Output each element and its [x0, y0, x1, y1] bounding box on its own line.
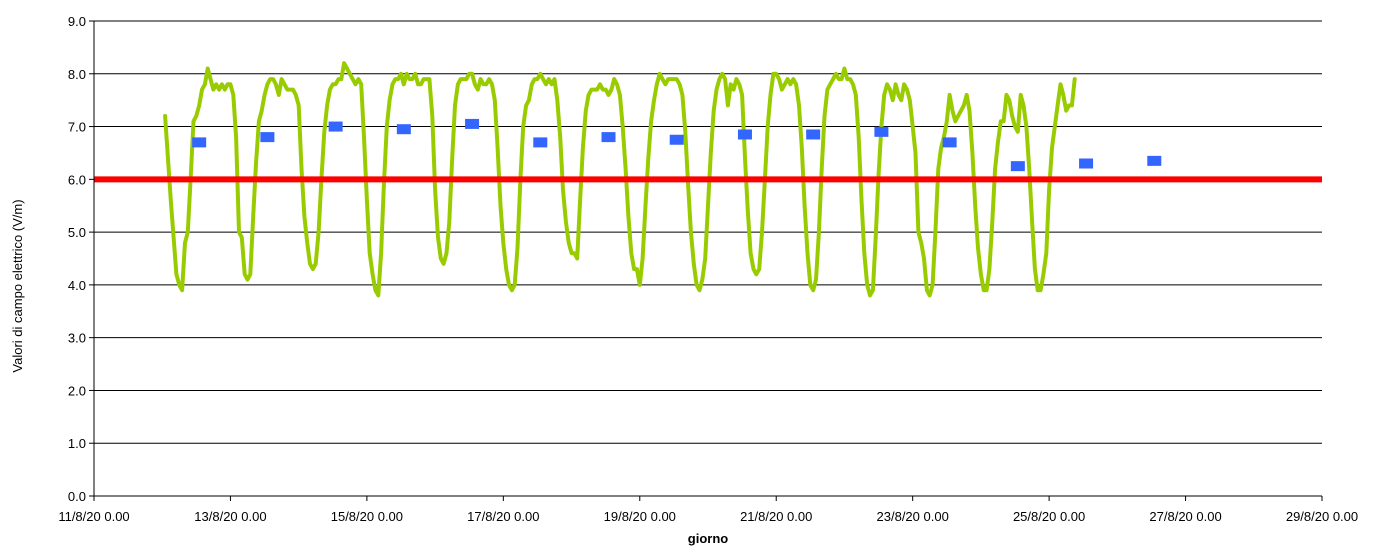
x-tick-label: 17/8/20 0.00 — [467, 509, 539, 524]
x-axis-title: giorno — [688, 531, 728, 546]
data-point-marker — [942, 137, 957, 148]
data-point-marker — [601, 132, 616, 143]
y-tick-label: 5.0 — [68, 225, 86, 240]
y-tick-label: 3.0 — [68, 331, 86, 346]
data-point-marker — [874, 126, 889, 137]
data-point-marker — [533, 137, 548, 148]
x-tick-label: 11/8/20 0.00 — [58, 509, 129, 524]
x-tick-label: 15/8/20 0.00 — [331, 509, 403, 524]
y-tick-label: 7.0 — [68, 120, 86, 135]
x-tick-label: 13/8/20 0.00 — [194, 509, 266, 524]
series-layer — [94, 61, 1322, 298]
x-tick-label: 27/8/20 0.00 — [1149, 509, 1221, 524]
data-point-marker — [465, 118, 480, 129]
y-tick-label: 9.0 — [68, 14, 86, 29]
x-tick-label: 19/8/20 0.00 — [604, 509, 676, 524]
data-point-marker — [328, 121, 343, 132]
data-point-marker — [669, 134, 684, 145]
y-tick-label: 6.0 — [68, 172, 86, 187]
data-point-marker — [1010, 161, 1025, 172]
data-point-marker — [737, 129, 752, 140]
x-tick-label: 21/8/20 0.00 — [740, 509, 812, 524]
data-point-marker — [1079, 158, 1094, 169]
y-tick-label: 1.0 — [68, 436, 86, 451]
x-axis-ticks: 11/8/20 0.00 13/8/20 0.00 15/8/20 0.00 17/8… — [58, 496, 1358, 524]
y-tick-label: 2.0 — [68, 383, 86, 398]
y-tick-label: 0.0 — [68, 489, 86, 504]
data-point-marker — [260, 132, 275, 143]
data-point-marker — [1147, 155, 1162, 166]
x-tick-label: 29/8/20 0.00 — [1286, 509, 1358, 524]
x-tick-label: 25/8/20 0.00 — [1013, 509, 1085, 524]
y-tick-label: 8.0 — [68, 67, 86, 82]
y-axis-title: Valori di campo elettrico (V/m) — [10, 199, 25, 372]
data-point-marker — [192, 137, 207, 148]
x-tick-label: 23/8/20 0.00 — [877, 509, 949, 524]
y-tick-label: 4.0 — [68, 278, 86, 293]
y-axis-ticks: 0.0 1.0 2.0 3.0 4.0 5.0 6.0 7.0 8.0 9.0 — [68, 14, 94, 504]
data-point-marker — [396, 124, 411, 135]
data-point-marker — [806, 129, 821, 140]
